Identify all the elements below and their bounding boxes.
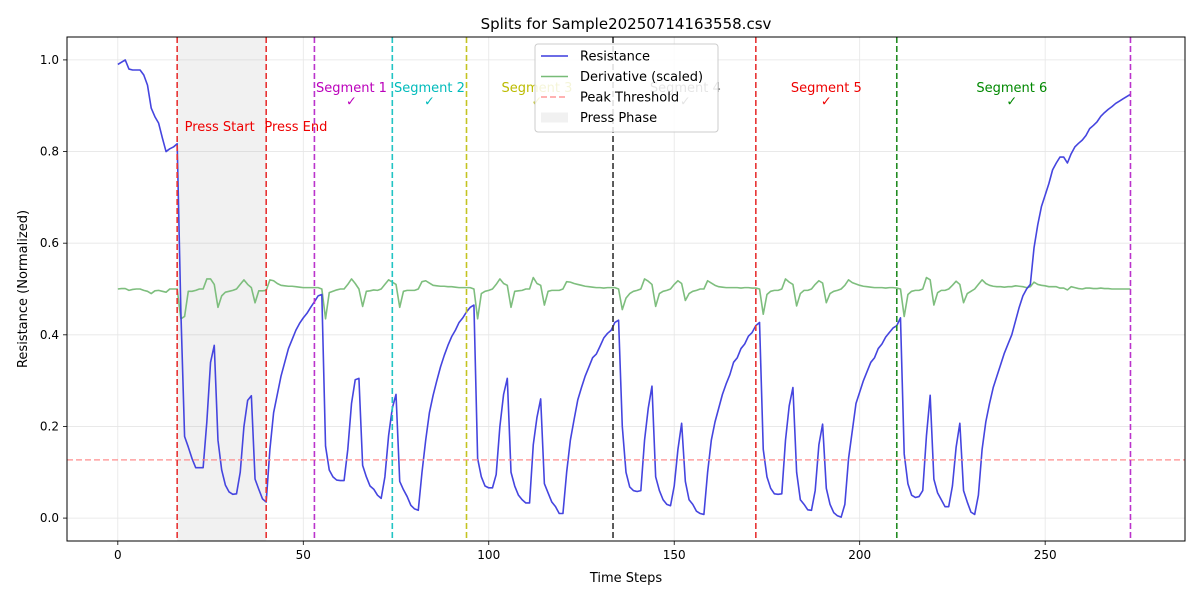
x-tick-label: 250 [1034, 548, 1057, 562]
legend-swatch-press-phase [541, 112, 568, 123]
axis-ticks: 0 50 100 150 200 250 0.0 0.2 0.4 0.6 0.8 1.0 [40, 53, 1057, 562]
series-layer [117, 59, 1131, 518]
y-tick-label: 0.0 [40, 511, 59, 525]
y-tick-label: 0.4 [40, 328, 59, 342]
check-mark-annotation: ✓ [821, 95, 832, 110]
x-tick-label: 150 [663, 548, 686, 562]
series-line-derivative-scaled [117, 276, 1131, 320]
x-tick-label: 0 [114, 548, 122, 562]
check-mark-annotation: ✓ [1006, 95, 1017, 110]
chart-title: Splits for Sample20250714163558.csv [481, 15, 772, 33]
annotation-press-end: Press End [264, 120, 327, 135]
check-mark-annotation: ✓ [346, 95, 357, 110]
y-axis-label: Resistance (Normalized) [16, 210, 31, 368]
x-axis-label: Time Steps [589, 571, 663, 586]
check-mark-annotation: ✓ [424, 95, 435, 110]
legend-label-press-phase: Press Phase [580, 111, 657, 126]
y-tick-label: 0.8 [40, 145, 59, 159]
x-tick-label: 100 [477, 548, 500, 562]
annotation-segment-2: Segment 2 [394, 81, 465, 96]
y-tick-label: 1.0 [40, 53, 59, 67]
y-tick-label: 0.2 [40, 419, 59, 433]
annotation-segment-5: Segment 5 [791, 81, 862, 96]
y-tick-label: 0.6 [40, 236, 59, 250]
plot-frame [66, 36, 1186, 542]
legend-label-resistance: Resistance [580, 50, 650, 65]
annotation-press-start: Press Start [185, 120, 255, 135]
legend-box [534, 43, 719, 133]
x-tick-label: 200 [848, 548, 871, 562]
legend: Resistance Derivative (scaled) Peak Thresh… [534, 43, 719, 133]
x-tick-label: 50 [296, 548, 311, 562]
legend-label-peak-threshold: Peak Threshold [580, 91, 679, 106]
series-line-resistance [117, 59, 1131, 518]
vline-layer [176, 37, 1132, 541]
annotation-segment-6: Segment 6 [976, 81, 1047, 96]
annotation-segment-1: Segment 1 [316, 81, 387, 96]
legend-label-derivative-scaled: Derivative (scaled) [580, 70, 703, 85]
